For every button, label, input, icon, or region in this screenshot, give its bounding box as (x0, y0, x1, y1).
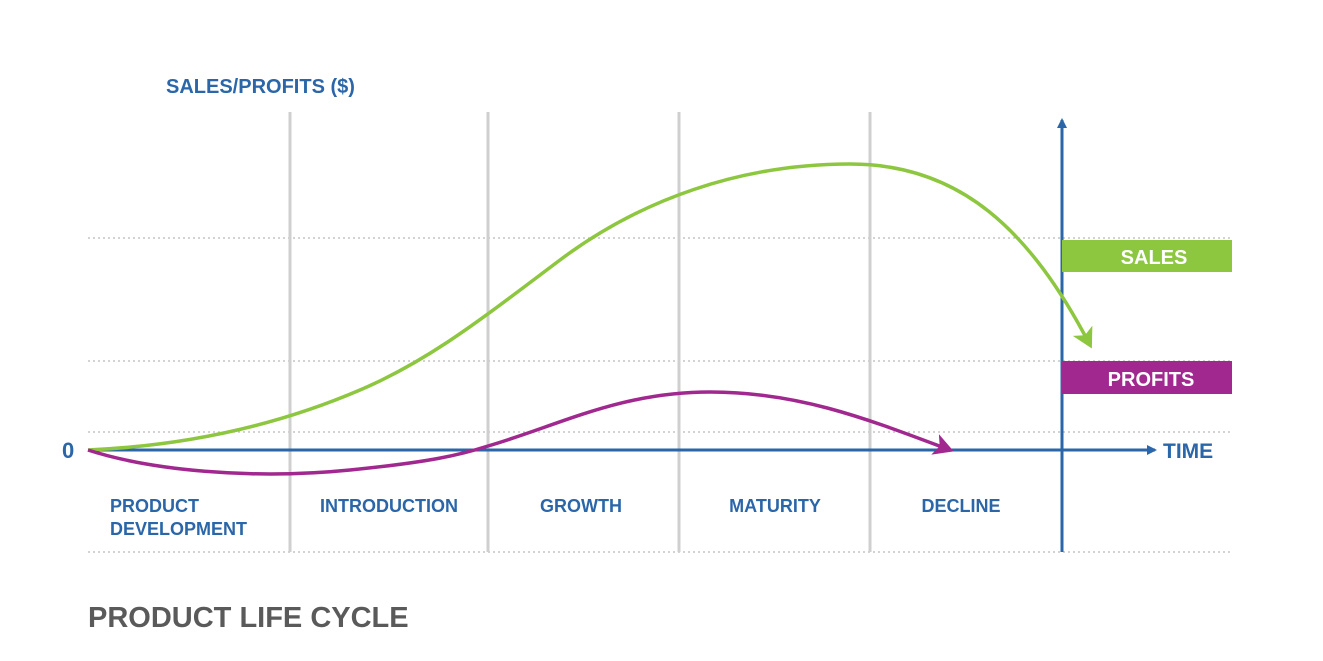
x-axis-label: TIME (1163, 440, 1213, 463)
stage-label-line: DEVELOPMENT (110, 519, 247, 539)
profits-legend-box (1062, 361, 1232, 394)
stage-label-maturity: MATURITY (729, 496, 821, 516)
profits-curve (87, 390, 954, 476)
diagram-caption: PRODUCT LIFE CYCLE (88, 602, 409, 634)
sales-legend-box (1062, 240, 1232, 272)
stage-label-introduction: INTRODUCTION (320, 496, 458, 516)
horizontal-gridlines (88, 237, 1232, 553)
profits-legend-label: PROFITS (1108, 369, 1195, 391)
origin-label: 0 (62, 438, 74, 463)
stage-labels: PRODUCT DEVELOPMENT INTRODUCTION GROWTH … (110, 496, 1001, 539)
stage-label-decline: DECLINE (921, 496, 1000, 516)
sales-curve (87, 162, 1093, 452)
sales-legend-label: SALES (1121, 247, 1188, 269)
y-axis-label: SALES/PROFITS ($) (166, 76, 355, 98)
stage-label-growth: GROWTH (540, 496, 622, 516)
stage-label-product-development: PRODUCT DEVELOPMENT (110, 496, 247, 539)
stage-separators (288, 112, 872, 552)
stage-label-line: PRODUCT (110, 496, 199, 516)
